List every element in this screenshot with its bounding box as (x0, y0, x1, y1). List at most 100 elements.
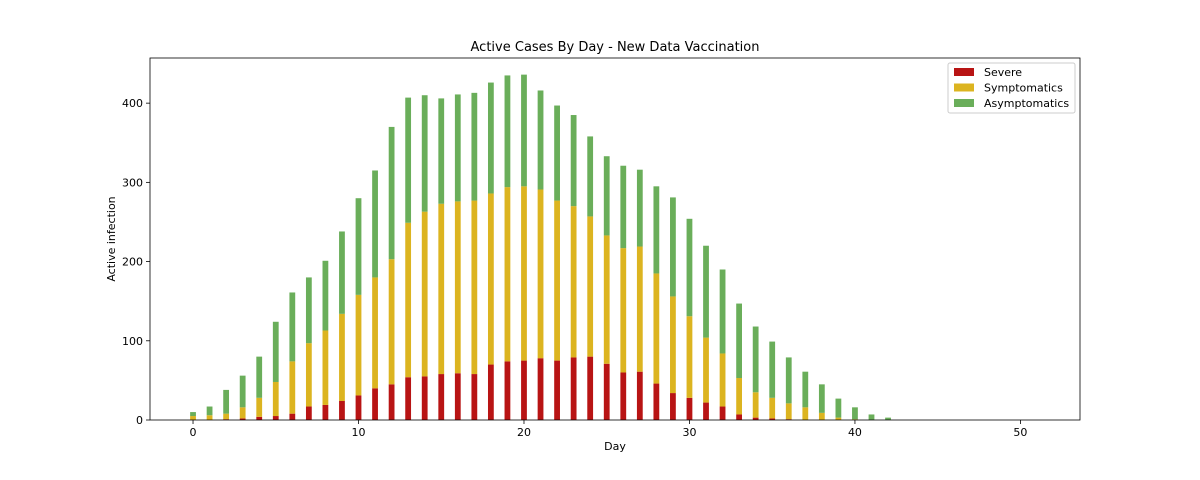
bar-asymptomatics-day-5 (272, 321, 279, 382)
bar-symptomatics-day-34 (752, 392, 759, 418)
bar-severe-day-27 (636, 371, 643, 420)
bar-symptomatics-day-20 (521, 186, 527, 361)
bar-asymptomatics-day-2 (223, 389, 230, 414)
x-axis-label: Day (604, 440, 626, 453)
bar-severe-day-5 (272, 416, 279, 420)
y-tick-label: 0 (136, 414, 143, 427)
bar-symptomatics-day-26 (620, 248, 627, 373)
bar-severe-day-12 (388, 384, 395, 420)
bar-asymptomatics-day-25 (603, 156, 610, 236)
bar-symptomatics-day-11 (372, 277, 378, 389)
bar-asymptomatics-day-26 (620, 165, 627, 249)
legend-swatch-asymptomatics (954, 99, 974, 107)
legend-frame (947, 62, 1076, 114)
bar-symptomatics-day-17 (471, 200, 478, 375)
bar-severe-day-35 (769, 418, 776, 420)
legend-swatch-severe (954, 68, 974, 76)
bar-asymptomatics-day-42 (885, 417, 891, 420)
bar-asymptomatics-day-28 (653, 186, 660, 274)
bar-asymptomatics-day-17 (471, 92, 478, 201)
bar-symptomatics-day-38 (818, 412, 825, 420)
bar-symptomatics-day-15 (438, 203, 445, 375)
bar-symptomatics-day-8 (322, 330, 329, 405)
bar-severe-day-19 (504, 361, 511, 420)
bar-severe-day-3 (239, 418, 246, 420)
bar-severe-day-13 (405, 377, 412, 420)
bar-symptomatics-day-6 (289, 361, 296, 414)
bar-asymptomatics-day-23 (570, 115, 577, 207)
bar-asymptomatics-day-34 (752, 326, 759, 393)
bar-asymptomatics-day-13 (405, 97, 412, 223)
bar-asymptomatics-day-20 (521, 74, 527, 187)
bar-severe-day-22 (554, 360, 560, 420)
bar-asymptomatics-day-27 (636, 169, 643, 247)
y-tick-label: 200 (122, 256, 143, 269)
y-axis-ticks: 0 100 200 300 400 (122, 97, 150, 427)
bar-symptomatics-day-24 (587, 216, 594, 357)
bar-asymptomatics-day-12 (388, 126, 395, 260)
bar-severe-day-18 (487, 364, 494, 420)
bar-asymptomatics-day-14 (421, 95, 428, 212)
bar-asymptomatics-day-30 (686, 218, 693, 317)
bar-severe-day-17 (471, 374, 478, 420)
bar-asymptomatics-day-31 (703, 245, 709, 338)
bar-symptomatics-day-27 (636, 246, 643, 372)
bar-asymptomatics-day-40 (852, 407, 858, 420)
bar-asymptomatics-day-9 (339, 231, 345, 314)
bar-symptomatics-day-9 (339, 313, 345, 401)
bar-symptomatics-day-14 (421, 211, 428, 377)
bar-severe-day-4 (256, 416, 263, 420)
bar-severe-day-30 (686, 397, 693, 420)
bar-symptomatics-day-5 (272, 381, 279, 417)
bar-symptomatics-day-16 (454, 201, 461, 374)
legend-label-asymptomatics: Asymptomatics (984, 97, 1069, 110)
bar-asymptomatics-day-32 (719, 269, 726, 354)
legend: Severe Symptomatics Asymptomatics (947, 62, 1076, 114)
bar-symptomatics-day-18 (487, 193, 494, 365)
bar-symptomatics-day-36 (785, 403, 792, 420)
bar-symptomatics-day-29 (670, 296, 676, 394)
bar-symptomatics-day-0 (190, 416, 196, 420)
bar-asymptomatics-day-36 (785, 357, 792, 404)
bar-severe-day-16 (454, 373, 461, 420)
bar-symptomatics-day-3 (239, 407, 246, 419)
x-tick-label: 20 (517, 426, 531, 439)
bar-severe-day-23 (570, 357, 577, 420)
bar-severe-day-11 (372, 388, 378, 420)
bar-severe-day-31 (703, 402, 709, 420)
bar-asymptomatics-day-35 (769, 341, 776, 398)
bar-asymptomatics-day-3 (239, 375, 246, 408)
bar-symptomatics-day-30 (686, 316, 693, 398)
y-axis-label: Active infection (105, 196, 118, 281)
x-tick-label: 10 (352, 426, 366, 439)
bar-symptomatics-day-2 (223, 413, 230, 420)
y-tick-label: 400 (122, 97, 143, 110)
bar-asymptomatics-day-4 (256, 356, 263, 398)
bar-asymptomatics-day-33 (736, 303, 742, 379)
y-tick-label: 300 (122, 176, 143, 189)
bar-symptomatics-day-35 (769, 397, 776, 419)
bar-asymptomatics-day-39 (835, 398, 842, 418)
bar-symptomatics-day-13 (405, 222, 412, 378)
bar-severe-day-24 (587, 356, 594, 420)
bar-severe-day-25 (603, 363, 610, 420)
x-tick-label: 40 (848, 426, 862, 439)
bar-asymptomatics-day-10 (355, 198, 362, 295)
bar-symptomatics-day-4 (256, 397, 263, 417)
legend-label-symptomatics: Symptomatics (984, 82, 1063, 95)
bar-symptomatics-day-37 (802, 407, 809, 420)
bar-symptomatics-day-28 (653, 273, 660, 384)
x-tick-label: 50 (1013, 426, 1027, 439)
bar-symptomatics-day-23 (570, 206, 577, 358)
bars (190, 74, 891, 420)
bar-asymptomatics-day-0 (190, 412, 196, 417)
bar-asymptomatics-day-7 (305, 277, 312, 344)
bar-asymptomatics-day-6 (289, 292, 296, 362)
x-axis-ticks: 0 10 20 30 40 50 (190, 420, 1027, 439)
legend-label-severe: Severe (984, 66, 1022, 79)
bar-severe-day-14 (421, 376, 428, 420)
bar-asymptomatics-day-38 (818, 384, 825, 413)
bar-symptomatics-day-33 (736, 378, 742, 415)
bar-asymptomatics-day-19 (504, 75, 511, 188)
